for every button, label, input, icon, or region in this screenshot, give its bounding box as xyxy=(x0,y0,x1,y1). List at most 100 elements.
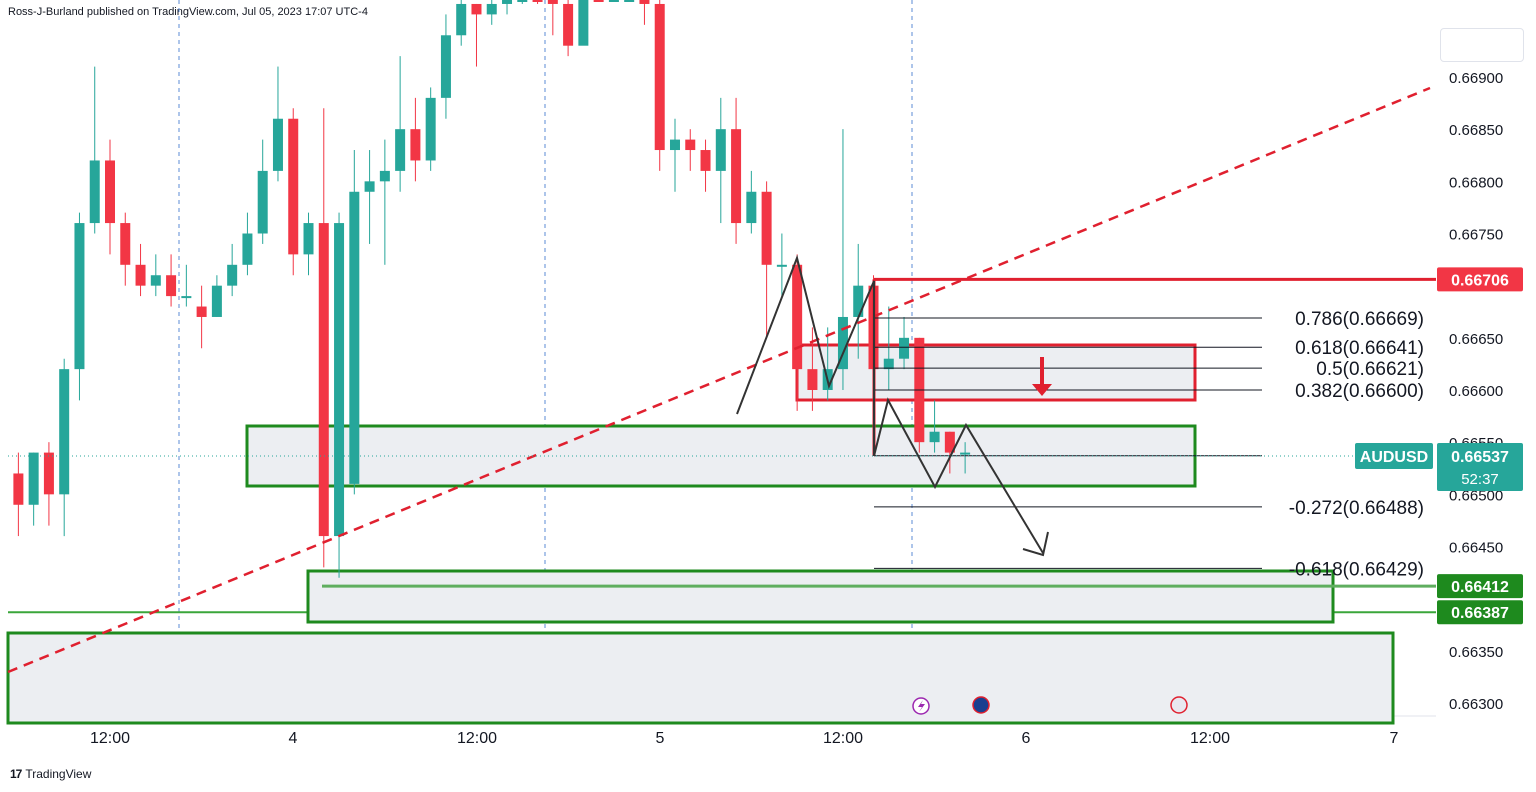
candle-body xyxy=(746,191,757,224)
candle-body xyxy=(807,369,818,390)
candle-body xyxy=(532,0,543,2)
m-pattern xyxy=(736,254,875,456)
price-tick-label: 0.66650 xyxy=(1449,331,1503,348)
candle-body xyxy=(547,0,558,4)
candle-body xyxy=(135,264,146,286)
drawings: 0.786(0.66669) 0.618(0.66641)0.5(0.66621)… xyxy=(7,86,1436,674)
candle-body xyxy=(196,306,207,317)
time-tick-label: 7 xyxy=(1390,730,1399,747)
price-badge xyxy=(1437,574,1523,599)
candle-body xyxy=(502,0,513,4)
candle-body xyxy=(120,223,131,265)
candle-body xyxy=(334,223,345,537)
time-tick-label: 5 xyxy=(656,730,665,747)
price-tick-label: 0.66600 xyxy=(1449,383,1503,400)
support-zone-66412 xyxy=(306,569,1335,624)
candle-body xyxy=(853,285,864,317)
candle-body xyxy=(425,97,436,161)
current-price-label: 0.66537 xyxy=(1451,449,1509,466)
candle-body xyxy=(105,160,115,224)
lower-support-zone xyxy=(6,631,1395,725)
time-tick-label: 6 xyxy=(1022,730,1031,747)
candle-body xyxy=(227,264,238,286)
candle-body xyxy=(440,35,451,98)
fib-level-label: -0.618(0.66429) xyxy=(1289,559,1424,580)
candle-body xyxy=(242,233,253,265)
candle-body xyxy=(960,452,971,455)
countdown-label: 52:37 xyxy=(1461,471,1499,488)
candle-body xyxy=(349,191,360,484)
candle-body xyxy=(59,369,70,495)
zones xyxy=(6,343,1436,725)
time-tick-label: 12:00 xyxy=(823,730,863,747)
price-tick-label: 0.66900 xyxy=(1449,70,1503,87)
candle-body xyxy=(624,0,635,2)
price-tick-label: 0.66350 xyxy=(1449,644,1503,661)
fib-level-label: -0.272(0.66488) xyxy=(1289,498,1424,519)
footer-brand: TradingView xyxy=(25,767,92,781)
symbol-label: AUDUSD xyxy=(1360,449,1428,466)
candle-body xyxy=(578,0,589,46)
candle-body xyxy=(364,181,375,192)
candle-body xyxy=(272,118,283,171)
candle-body xyxy=(395,129,406,171)
fib-level-label: 0.618(0.66641) xyxy=(1295,338,1424,359)
candle-body xyxy=(700,150,711,171)
candle-body xyxy=(776,264,787,267)
candle-body xyxy=(89,160,100,224)
chart-toolbar-box[interactable] xyxy=(1440,28,1524,62)
candle-body xyxy=(563,3,574,46)
publisher-caption: Ross-J-Burland published on TradingView.… xyxy=(8,6,368,18)
candle-body xyxy=(288,118,299,255)
candle-body xyxy=(761,191,772,265)
price-tick-label: 0.66750 xyxy=(1449,227,1503,244)
usa-flag-icon xyxy=(1170,696,1188,714)
fib-level-label: 0.786(0.66669) xyxy=(1295,309,1424,330)
candle-body xyxy=(669,139,680,151)
candle-body xyxy=(74,223,85,370)
candle-body xyxy=(929,431,940,443)
candle-body xyxy=(639,0,650,4)
candle-body xyxy=(792,264,803,370)
price-tick-label: 0.66450 xyxy=(1449,540,1503,557)
price-tick-label: 0.66850 xyxy=(1449,122,1503,139)
candle-body xyxy=(456,3,467,36)
price-badge xyxy=(1437,267,1523,292)
time-tick-label: 4 xyxy=(289,730,298,747)
candle-body xyxy=(608,0,619,2)
candle-body xyxy=(471,3,482,15)
projection-path xyxy=(873,397,1044,554)
candle-body xyxy=(379,170,390,182)
lightning-icon xyxy=(918,700,925,712)
candle-body xyxy=(166,275,177,297)
price-badge xyxy=(1437,600,1523,625)
candle-body xyxy=(899,337,910,359)
australia-flag-icon xyxy=(972,696,990,714)
time-tick-label: 12:00 xyxy=(457,730,497,747)
candle-body xyxy=(150,275,161,286)
candle-body xyxy=(303,223,314,255)
candle-body xyxy=(731,129,742,224)
candle-body xyxy=(883,358,894,370)
price-tick-label: 0.66800 xyxy=(1449,174,1503,191)
fib-level-label: 0.382(0.66600) xyxy=(1295,381,1424,402)
candle-body xyxy=(715,129,726,171)
candle-body xyxy=(593,0,604,2)
candle-body xyxy=(257,170,268,234)
candle-body xyxy=(486,3,497,15)
candle-body xyxy=(28,452,39,505)
candle-body xyxy=(318,223,329,537)
fib-level-label: 0.5(0.66621) xyxy=(1316,359,1424,380)
candle-body xyxy=(944,431,955,453)
candle-body xyxy=(654,3,665,151)
candle-body xyxy=(685,139,696,151)
price-tick-label: 0.66300 xyxy=(1449,696,1503,713)
candle-body xyxy=(410,129,421,161)
price-badge-label: 0.66706 xyxy=(1451,272,1509,289)
price-tick-label: 0.66500 xyxy=(1449,487,1503,504)
time-axis: 12:00 4 12:00 5 12:00 6 12:00 7 xyxy=(90,696,1399,747)
price-axis: 0.66900 0.66850 0.66800 0.66750 0.66650 0.666… xyxy=(1355,70,1523,713)
candle-body xyxy=(211,285,222,317)
price-badge-label: 0.66387 xyxy=(1451,605,1509,622)
